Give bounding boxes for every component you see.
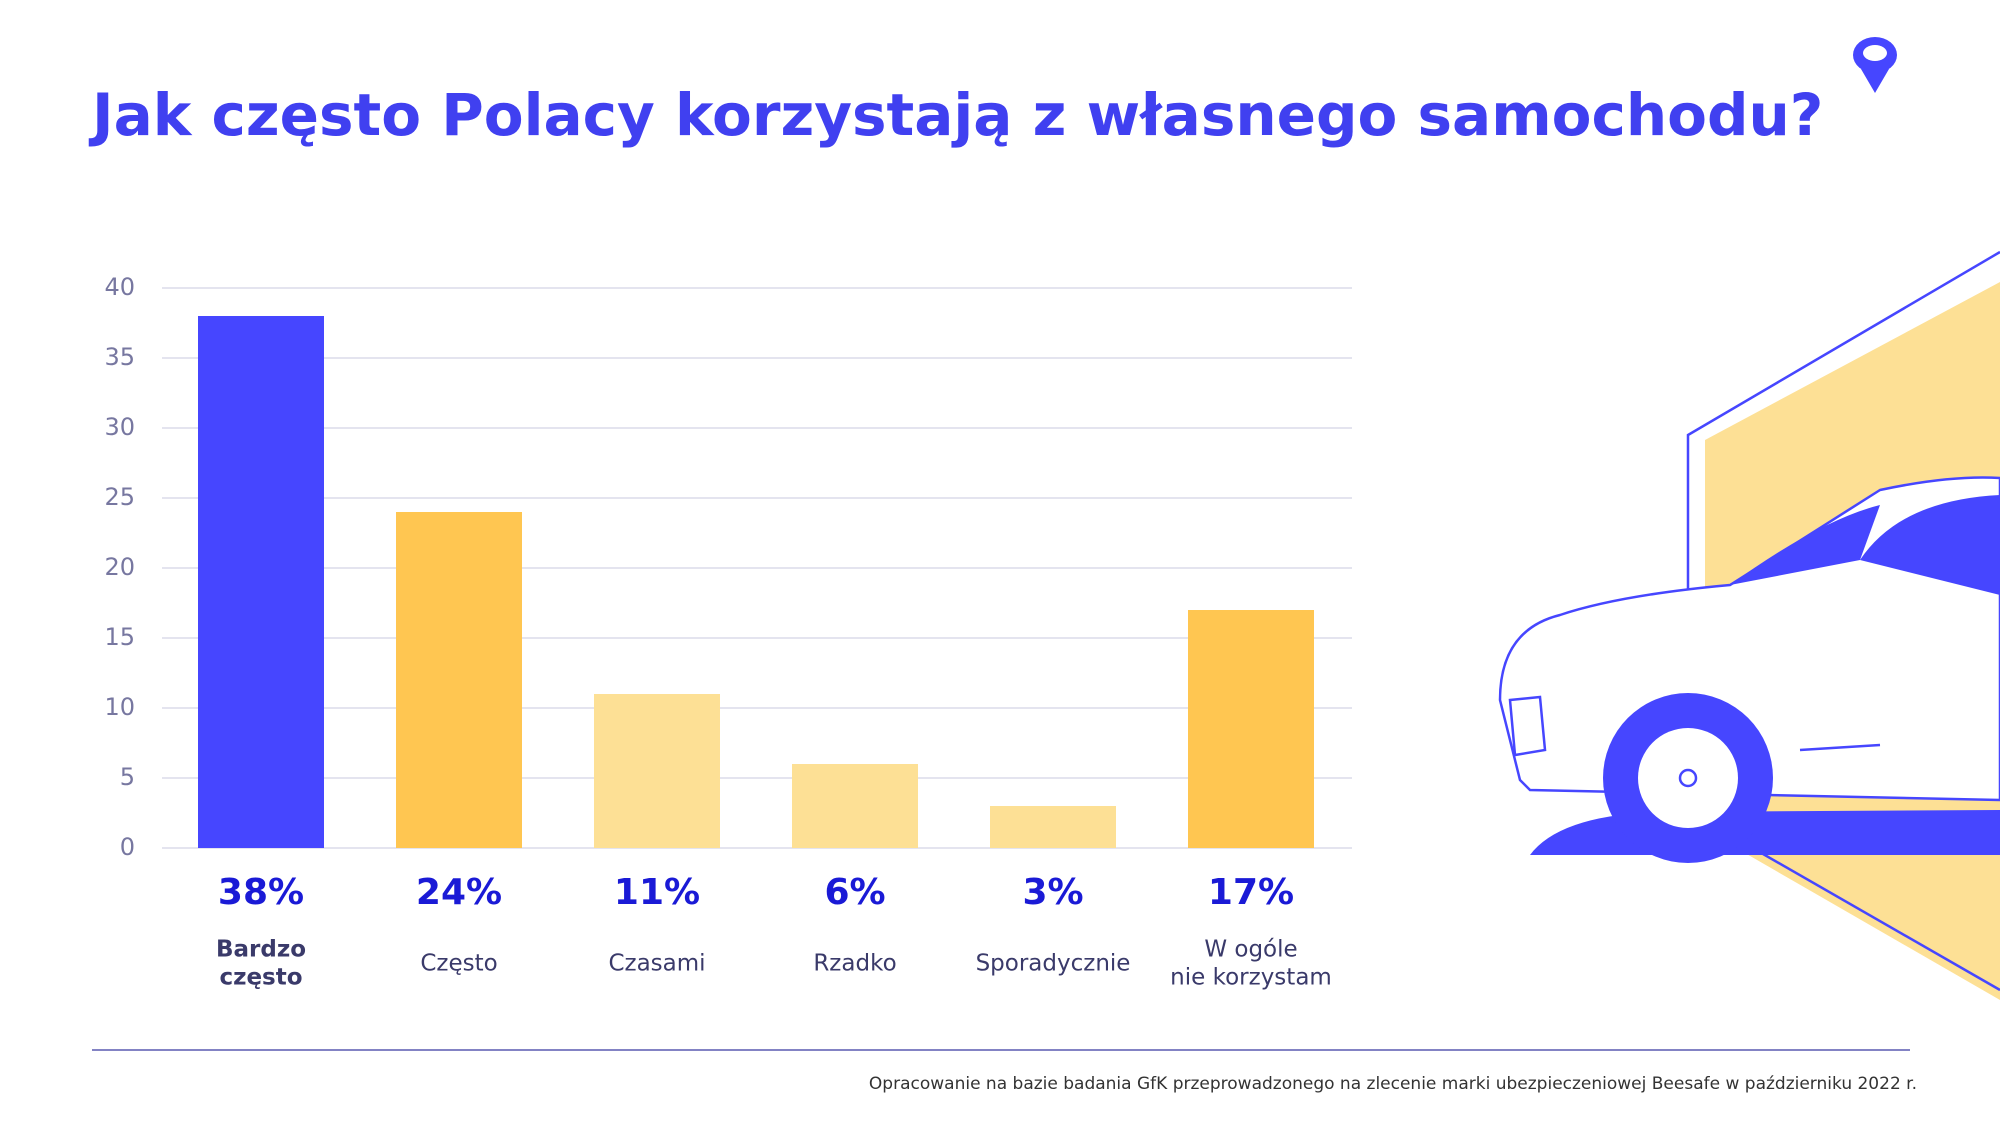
value-label: 6%	[824, 872, 885, 913]
y-tick-label: 0	[120, 833, 135, 861]
x-tick-label: W ogóle	[1204, 937, 1297, 963]
chart-title: Jak często Polacy korzystają z własnego …	[88, 81, 1823, 149]
bar	[594, 694, 720, 848]
x-tick-label: Sporadycznie	[976, 951, 1131, 977]
value-label: 11%	[614, 872, 700, 913]
bar	[1188, 610, 1314, 848]
bar	[990, 806, 1116, 848]
y-tick-label: 30	[104, 413, 135, 441]
x-tick-label: Rzadko	[813, 951, 896, 977]
y-tick-label: 5	[120, 763, 135, 791]
bar	[792, 764, 918, 848]
value-label: 3%	[1022, 872, 1083, 913]
y-tick-label: 35	[104, 343, 135, 371]
footnote: Opracowanie na bazie badania GfK przepro…	[869, 1074, 1917, 1094]
x-tick-label: często	[219, 965, 302, 991]
y-tick-label: 25	[104, 483, 135, 511]
y-tick-label: 10	[104, 693, 135, 721]
x-tick-label: Często	[420, 951, 497, 977]
bar	[396, 512, 522, 848]
y-tick-label: 15	[104, 623, 135, 651]
y-tick-label: 40	[104, 273, 135, 301]
value-label: 24%	[416, 872, 502, 913]
y-tick-label: 20	[104, 553, 135, 581]
value-label: 38%	[218, 872, 304, 913]
x-tick-label: nie korzystam	[1170, 965, 1332, 991]
bar	[198, 316, 324, 848]
car-illustration	[1498, 37, 2000, 1000]
x-tick-label: Bardzo	[216, 937, 306, 963]
value-label: 17%	[1208, 872, 1294, 913]
x-tick-label: Czasami	[608, 951, 705, 977]
